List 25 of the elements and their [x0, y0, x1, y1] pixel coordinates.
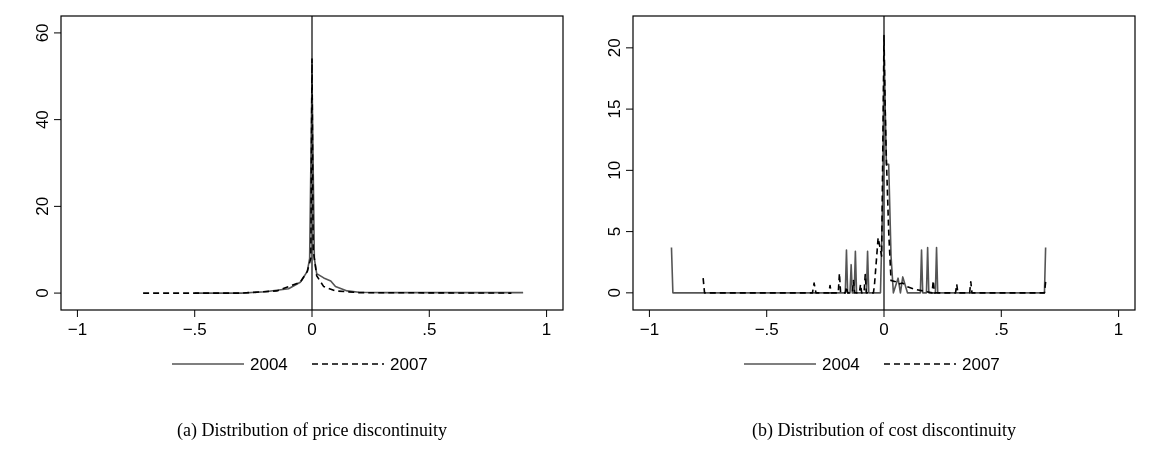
y-tick-label: 20: [33, 196, 52, 216]
x-tick-label: .5: [422, 320, 437, 339]
legend-label: 2004: [822, 355, 860, 374]
x-tick-label: −1: [639, 320, 660, 339]
x-tick-label: −.5: [754, 320, 779, 339]
y-tick-label: 5: [605, 226, 624, 237]
x-tick-label: 0: [879, 320, 889, 339]
y-tick-label: 10: [605, 160, 624, 180]
x-tick-label: 1: [1113, 320, 1124, 339]
y-tick-label: 20: [605, 38, 624, 58]
y-tick-label: 0: [33, 288, 52, 298]
x-tick-label: .5: [994, 320, 1009, 339]
y-tick-label: 40: [33, 110, 52, 130]
y-tick-label: 60: [33, 23, 52, 43]
legend-label: 2004: [250, 355, 288, 374]
y-tick-label: 0: [605, 288, 624, 298]
y-tick-label: 15: [605, 99, 624, 119]
text: (b) Distribution of cost discontinuity: [752, 420, 1016, 441]
x-tick-label: −.5: [182, 320, 207, 339]
x-tick-label: 1: [541, 320, 552, 339]
x-tick-label: 0: [307, 320, 317, 339]
x-tick-label: −1: [67, 320, 88, 339]
text: (a) Distribution of price discontinuity: [177, 420, 447, 441]
legend-label: 2007: [962, 355, 1000, 374]
legend-label: 2007: [390, 355, 428, 374]
